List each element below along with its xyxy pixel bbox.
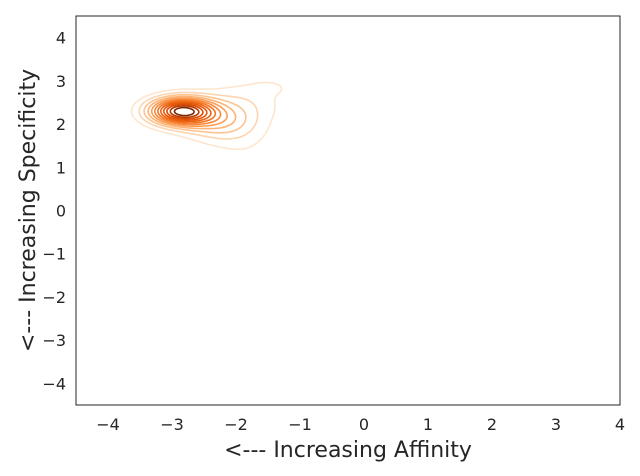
y-axis-title: <--- Increasing Specificity [16, 69, 41, 352]
density-contour-level [169, 105, 200, 119]
y-tick-labels: −4 −3 −2 −1 0 1 2 3 4 [42, 29, 66, 394]
y-tick-label: −1 [42, 245, 66, 264]
x-tick-label: −4 [96, 415, 120, 434]
density-contours [130, 81, 283, 151]
y-tick-label: 1 [56, 158, 66, 177]
plot-frame [75, 15, 621, 406]
density-contour-level [162, 102, 208, 121]
y-tick-label: −4 [42, 374, 66, 393]
x-tick-label: 4 [615, 415, 625, 434]
x-tick-labels: −4 −3 −2 −1 0 1 2 3 4 [96, 415, 625, 434]
density-contour-level [138, 91, 259, 140]
x-tick-label: −3 [160, 415, 184, 434]
y-tick-label: −2 [42, 288, 66, 307]
density-contour-level [160, 101, 212, 123]
x-tick-label: −2 [224, 415, 248, 434]
y-tick-label: 3 [56, 72, 66, 91]
x-tick-label: −1 [288, 415, 312, 434]
x-tick-label: 3 [551, 415, 561, 434]
density-contour-level [173, 106, 195, 117]
x-tick-label: 2 [487, 415, 497, 434]
y-tick-label: 4 [56, 29, 66, 48]
density-contour-level [130, 81, 283, 151]
density-contour-level [150, 97, 228, 127]
x-axis-title: <--- Increasing Affinity [224, 438, 472, 463]
density-contour-level [166, 103, 204, 120]
density-contour-level [154, 98, 222, 126]
x-tick-label: 1 [423, 415, 433, 434]
density-contour-level [143, 93, 247, 134]
x-tick-label: 0 [359, 415, 369, 434]
y-tick-label: −3 [42, 331, 66, 350]
y-tick-label: 2 [56, 115, 66, 134]
y-tick-label: 0 [56, 202, 66, 221]
density-contour-level [157, 99, 217, 124]
density-contour-level [147, 95, 237, 130]
